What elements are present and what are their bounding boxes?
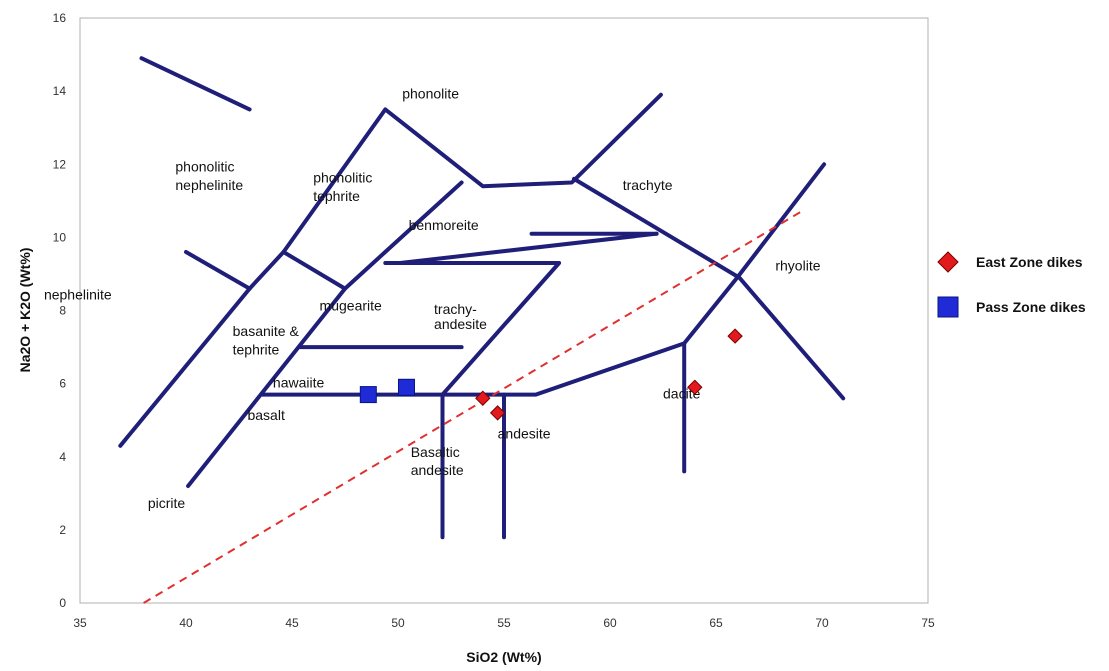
field-label: andesite	[411, 462, 464, 478]
east-zone-dikes-point	[475, 390, 491, 406]
field-labels: phonolite phonolitic nephelinite phonolitic…	[44, 85, 821, 511]
y-tick-label: 2	[59, 523, 66, 537]
field-label: nephelinite	[44, 287, 112, 303]
trend-line	[143, 210, 802, 604]
field-label: mugearite	[320, 298, 382, 314]
field-label: tephrite	[313, 188, 360, 204]
pass-zone-dikes-point	[359, 386, 377, 404]
y-tick-label: 6	[59, 377, 66, 391]
legend: East Zone dikes Pass Zone dikes	[937, 251, 1086, 318]
legend-marker-pass-zone-dikes	[937, 296, 959, 318]
field-label: benmoreite	[409, 217, 479, 233]
east-zone-dikes-point	[489, 405, 506, 421]
field-label: nephelinite	[175, 177, 243, 193]
x-tick-label: 60	[603, 616, 617, 630]
field-boundary-line	[398, 231, 659, 265]
y-axis-title: Na2O + K2O (Wt%)	[17, 248, 33, 373]
field-label: phonolite	[402, 85, 459, 101]
field-boundary-line	[383, 261, 562, 540]
pass-zone-dikes-point	[397, 378, 415, 396]
field-label: basanite &	[233, 323, 300, 339]
field-label: trachyte	[623, 177, 673, 193]
legend-label-east-zone-dikes: East Zone dikes	[976, 254, 1083, 270]
east-zone-dikes-point	[687, 379, 703, 395]
x-axis-ticks: 35 40 45 50 55 60 65 70 75	[73, 616, 935, 630]
field-label: hawaiite	[273, 374, 325, 390]
field-label: tephrite	[233, 341, 280, 357]
x-tick-label: 45	[285, 616, 299, 630]
x-tick-label: 40	[179, 616, 193, 630]
legend-label-pass-zone-dikes: Pass Zone dikes	[976, 299, 1086, 315]
y-tick-label: 16	[53, 11, 67, 25]
field-label: phonolitic	[175, 159, 234, 175]
y-tick-label: 14	[53, 84, 67, 98]
legend-marker-east-zone-dikes	[937, 251, 959, 273]
field-label: basalt	[247, 407, 284, 423]
field-boundary-line	[139, 56, 252, 112]
field-label: picrite	[148, 495, 186, 511]
field-boundary-line	[184, 250, 252, 291]
field-boundaries	[118, 56, 846, 540]
x-tick-label: 55	[497, 616, 511, 630]
field-label: trachy-	[434, 301, 477, 317]
x-tick-label: 50	[391, 616, 405, 630]
field-label: phonolitic	[313, 170, 372, 186]
data-markers	[359, 328, 743, 421]
field-label: andesite	[434, 316, 487, 332]
x-tick-label: 35	[73, 616, 87, 630]
east-zone-dikes-point	[727, 328, 743, 344]
y-tick-label: 0	[59, 596, 66, 610]
x-tick-label: 70	[815, 616, 829, 630]
y-tick-label: 4	[59, 450, 66, 464]
field-label: rhyolite	[775, 257, 820, 273]
y-tick-label: 10	[53, 230, 67, 244]
field-label: Basaltic	[411, 444, 460, 460]
y-axis-ticks: 0 2 4 6 8 10 12 14 16	[53, 11, 67, 610]
x-axis-title: SiO2 (Wt%)	[466, 649, 541, 665]
trend-line-layer	[143, 210, 802, 604]
y-tick-label: 12	[53, 157, 67, 171]
x-tick-label: 75	[921, 616, 935, 630]
field-boundary-line	[186, 286, 347, 488]
y-tick-label: 8	[59, 304, 66, 318]
field-label: andesite	[498, 425, 551, 441]
x-tick-label: 65	[709, 616, 723, 630]
